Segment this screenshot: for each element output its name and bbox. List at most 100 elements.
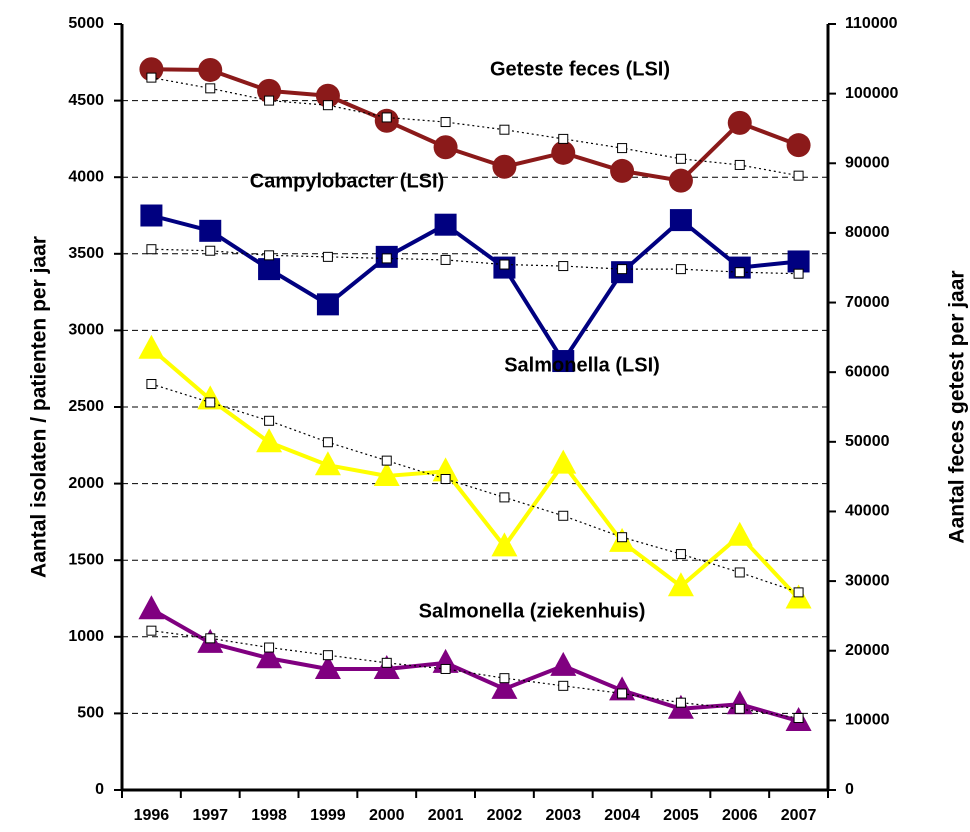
marker [499, 124, 510, 135]
y-tick-label: 3500 [68, 245, 104, 262]
marker [558, 680, 569, 691]
marker [264, 415, 275, 426]
trend-line [151, 383, 799, 593]
marker [667, 572, 694, 597]
marker [610, 158, 635, 183]
marker [726, 521, 753, 546]
y2-tick-label: 90000 [845, 154, 890, 171]
marker [558, 133, 569, 144]
marker [499, 492, 510, 503]
marker [669, 209, 692, 232]
marker [146, 72, 157, 83]
marker [726, 690, 753, 715]
marker [432, 648, 459, 673]
marker [205, 83, 216, 94]
marker [205, 633, 216, 644]
marker [491, 674, 518, 699]
marker [381, 253, 392, 264]
marker [668, 168, 693, 193]
marker [198, 57, 223, 82]
marker [499, 673, 510, 684]
marker [440, 254, 451, 265]
marker [199, 219, 222, 242]
marker [264, 642, 275, 653]
marker [314, 451, 341, 476]
y-tick-label: 5000 [68, 15, 104, 32]
y-tick-label: 0 [95, 781, 104, 798]
marker [793, 712, 804, 723]
marker [315, 83, 340, 108]
marker [322, 251, 333, 262]
marker [314, 654, 341, 679]
trend-line [151, 77, 799, 177]
marker [793, 170, 804, 181]
x-tick-label: 1996 [134, 807, 170, 824]
trend-line [151, 630, 799, 719]
y2-tick-label: 70000 [845, 294, 890, 311]
marker [322, 100, 333, 111]
y-tick-label: 2500 [68, 398, 104, 415]
series-line [150, 347, 801, 600]
marker [432, 457, 459, 482]
y2-tick-label: 40000 [845, 503, 890, 520]
marker [138, 595, 165, 620]
marker [550, 449, 577, 474]
marker [381, 657, 392, 668]
marker [205, 397, 216, 408]
series-label: Campylobacter (LSI) [250, 170, 444, 192]
x-tick-label: 1997 [192, 807, 228, 824]
marker [139, 57, 164, 82]
y-tick-label: 4000 [68, 168, 104, 185]
x-tick-label: 2001 [428, 807, 464, 824]
marker [617, 532, 628, 543]
marker [787, 250, 810, 273]
y2-tick-label: 20000 [845, 642, 890, 659]
x-tick-label: 2000 [369, 807, 405, 824]
marker [373, 461, 400, 486]
marker [617, 688, 628, 699]
marker [256, 644, 283, 669]
marker [492, 154, 517, 179]
y2-tick-label: 10000 [845, 712, 890, 729]
series-label: Geteste feces (LSI) [490, 58, 670, 80]
series-line [151, 67, 800, 183]
y-tick-label: 1000 [68, 628, 104, 645]
marker [381, 455, 392, 466]
x-tick-label: 1998 [251, 807, 287, 824]
marker [793, 268, 804, 279]
trend-line [151, 248, 799, 275]
marker [138, 334, 165, 359]
marker [491, 532, 518, 557]
y2-tick-label: 110000 [845, 15, 898, 32]
marker [440, 117, 451, 128]
series-line [150, 213, 799, 364]
marker [434, 213, 457, 236]
y-tick-label: 500 [77, 705, 104, 722]
marker [440, 474, 451, 485]
marker [316, 293, 339, 316]
series-label: Salmonella (LSI) [504, 354, 660, 376]
x-tick-label: 2007 [781, 807, 817, 824]
marker [256, 428, 283, 453]
marker [257, 78, 282, 103]
y2-tick-label: 60000 [845, 363, 890, 380]
y2-tick-label: 30000 [845, 572, 890, 589]
x-tick-label: 1999 [310, 807, 346, 824]
marker [734, 703, 745, 714]
marker [499, 259, 510, 270]
marker [550, 651, 577, 676]
marker [675, 264, 686, 275]
marker [734, 267, 745, 278]
y2-tick-label: 50000 [845, 433, 890, 450]
marker [381, 112, 392, 123]
marker [617, 143, 628, 154]
y-tick-label: 4500 [68, 92, 104, 109]
marker [734, 159, 745, 170]
marker [793, 587, 804, 598]
marker [551, 140, 576, 165]
marker [552, 350, 575, 373]
marker [146, 625, 157, 636]
x-tick-label: 2002 [487, 807, 523, 824]
marker [322, 437, 333, 448]
